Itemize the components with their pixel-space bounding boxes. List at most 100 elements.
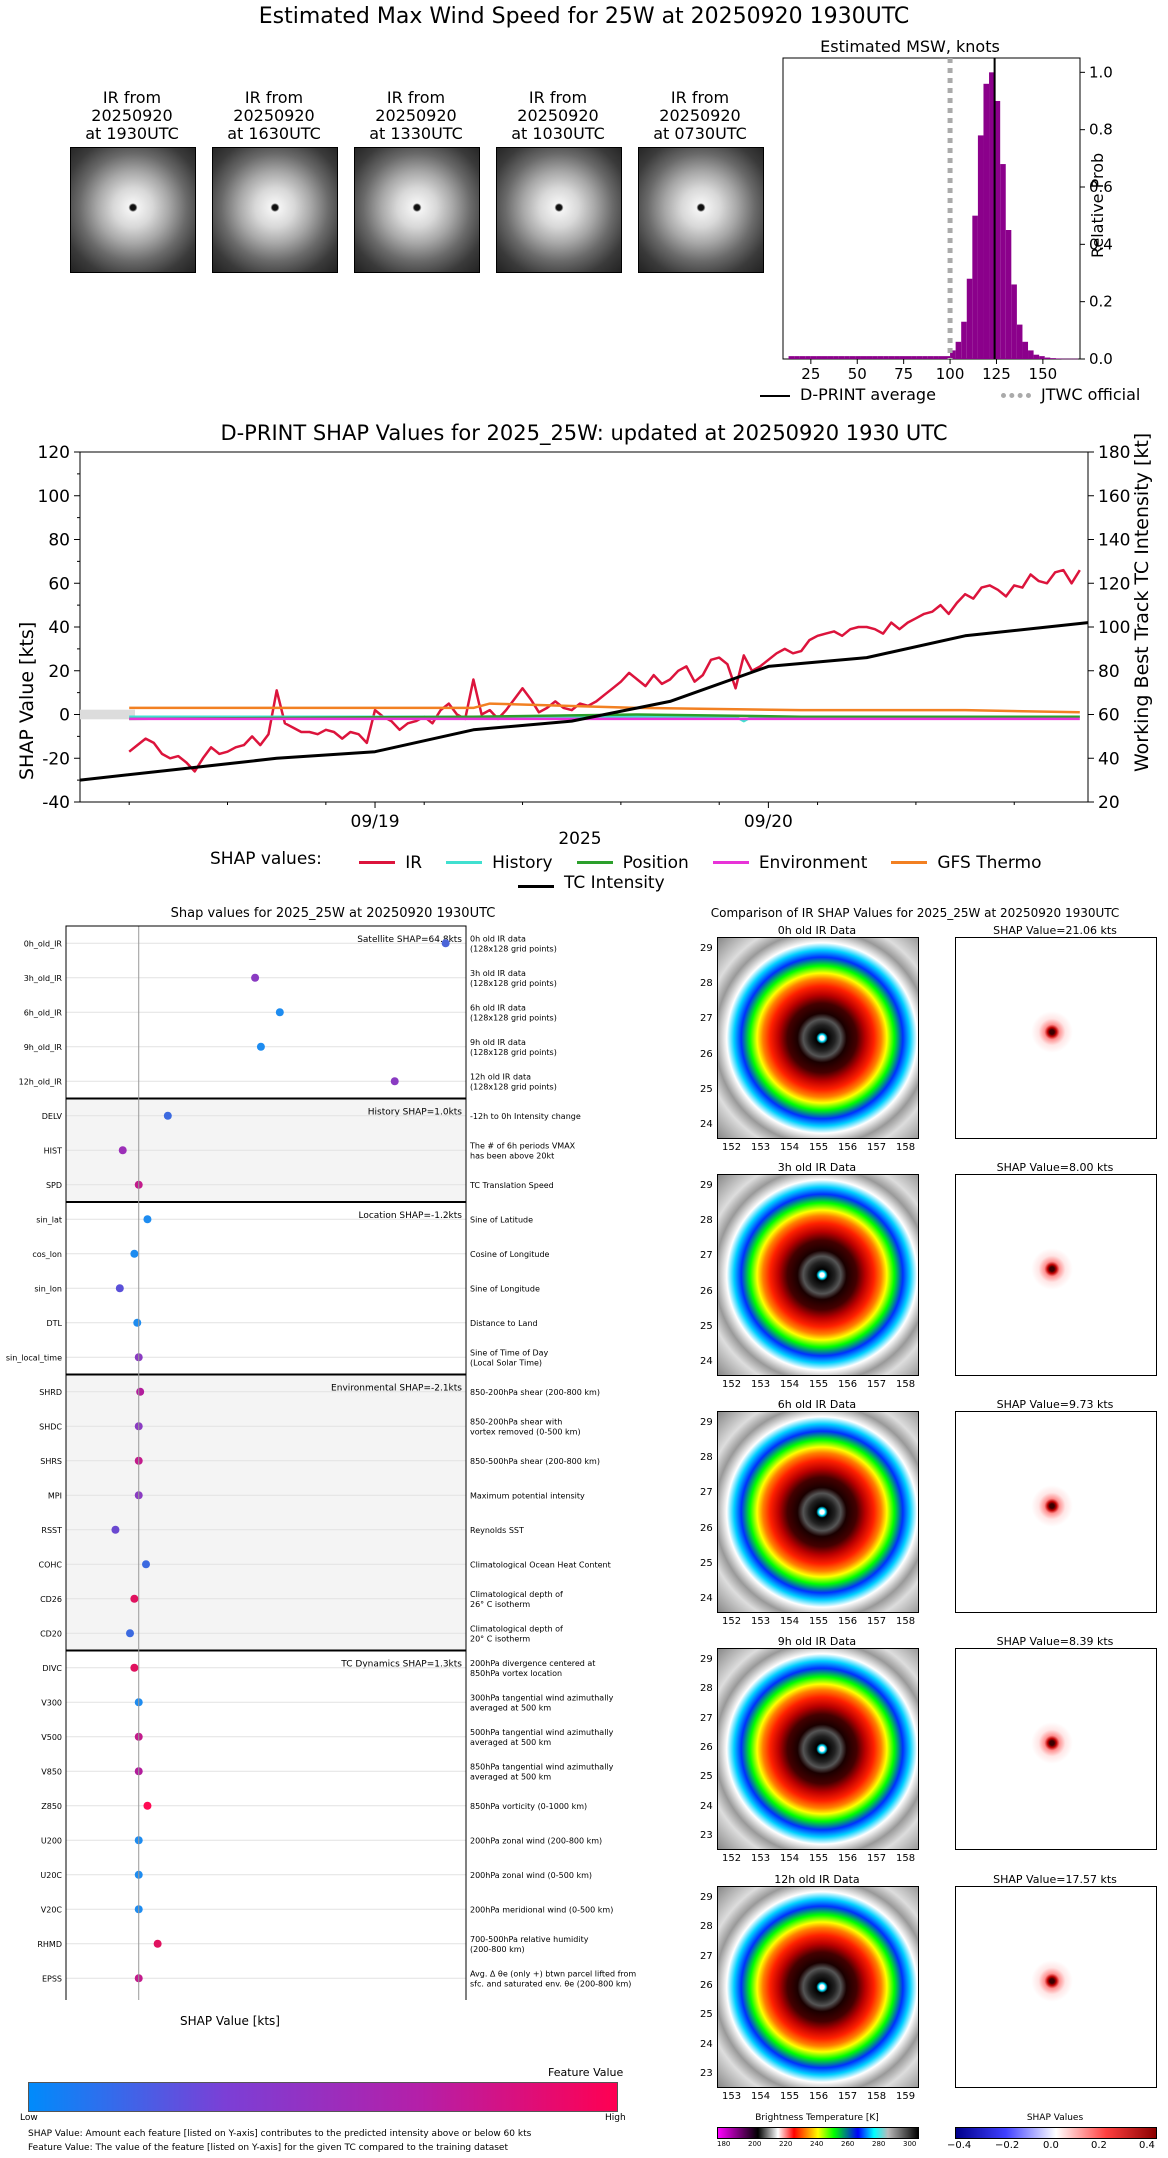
feature-name: DELV (42, 1112, 63, 1121)
hist-bar (838, 356, 845, 359)
ir-data-image (717, 1886, 919, 2088)
tc-intensity-label: TC Intensity (564, 873, 665, 893)
hist-bar (905, 356, 912, 359)
feature-name: sin_lon (34, 1284, 62, 1293)
feature-desc: Climatological Ocean Heat Content (470, 1560, 611, 1569)
shap-panel-title: SHAP Value=21.06 kts (993, 924, 1117, 937)
hist-bar (1011, 284, 1017, 359)
shap-heatmap-image (955, 1411, 1157, 1613)
ts-ylabel-right: Working Best Track TC Intensity [kt] (1131, 432, 1153, 772)
ir-ytick-label: 25 (700, 2009, 713, 2021)
feature-shap-dot (275, 1008, 284, 1017)
feature-desc: Reynolds SST (470, 1526, 524, 1535)
hist-bar (1022, 341, 1029, 359)
ir-xtick-label: 152 (722, 1616, 742, 1627)
shap-heatmap-image (955, 1174, 1157, 1376)
ir-ytick-label: 24 (700, 1356, 713, 1367)
ir-xtick-label: 155 (809, 1379, 829, 1390)
ir-ytick-label: 29 (700, 943, 713, 954)
feature-desc: 500hPa tangential wind azimuthally (470, 1728, 614, 1737)
ts-xtick-label: 09/20 (744, 812, 793, 832)
hist-bar (849, 356, 856, 359)
ir-ytick-label: 27 (700, 1487, 713, 1499)
hist-xtick-label: 150 (1029, 365, 1058, 383)
feature-name: CD20 (40, 1629, 62, 1638)
series-line-ir (128, 568, 1081, 773)
ir-ytick-label: 27 (700, 1250, 713, 1262)
hist-bar (1016, 324, 1023, 359)
hist-bar (938, 356, 945, 359)
ir-ytick-label: 29 (700, 1654, 713, 1665)
ir-panel-title: 9h old IR Data (777, 1635, 857, 1648)
ir-thumb-caption-line: IR from (244, 88, 304, 107)
feature-name: CD26 (40, 1595, 62, 1604)
bt-tick-label: 260 (841, 2140, 855, 2148)
ts-right-tick-label: 120 (1098, 574, 1130, 594)
series-line-gfs-thermo (129, 702, 1080, 714)
ir-ytick-label: 28 (700, 1452, 713, 1464)
ts-left-tick-label: -20 (42, 749, 70, 769)
feature-desc: sfc. and saturated env. θe (200-800 km) (470, 1979, 631, 1988)
msw-histogram: 25 50 75 100 125 150 0.0 0.2 0.4 0.6 0.8 1.0 (782, 57, 1113, 383)
group-background (66, 1650, 466, 2000)
ir-xtick-label: 158 (896, 1379, 916, 1390)
ir-ytick-label: 26 (700, 1048, 713, 1060)
ir-ytick-label: 25 (700, 1771, 713, 1783)
shap-feature-chart: Satellite SHAP=64.8kts 0h_old_IR 0h old IR… (6, 925, 636, 2000)
hist-bar (966, 278, 973, 359)
ts-legend-swatch (712, 861, 749, 864)
ts-legend: SHAP values: IR History Position Environmen… (210, 849, 1054, 873)
ts-legend-item: Environment (712, 853, 867, 873)
hist-bar (1067, 358, 1073, 360)
ts-xtick-label: 09/19 (351, 812, 400, 832)
ts-legend-swatch (891, 861, 928, 864)
hist-bar (961, 321, 967, 359)
group-label: History SHAP=1.0kts (368, 1108, 463, 1118)
feature-shap-dot (251, 973, 260, 982)
hist-legend: D-PRINT average JTWC official (760, 385, 1140, 404)
ir-xtick-label: 157 (838, 2091, 858, 2102)
feature-value-colorbar (28, 2082, 618, 2112)
ir-compare-title: Comparison of IR SHAP Values for 2025_25… (710, 906, 1120, 920)
ir-xtick-label: 155 (780, 2091, 800, 2102)
ir-thumb-caption-line: IR from (386, 88, 446, 107)
feature-name: V20C (41, 1905, 63, 1914)
ir-ytick-label: 24 (700, 2038, 713, 2050)
feature-desc: has been above 20kt (470, 1151, 554, 1160)
ir-ytick-label: 25 (700, 1320, 713, 1332)
ts-legend-swatch (446, 861, 483, 864)
ir-xtick-label: 153 (751, 1616, 771, 1627)
ts-legend-item: GFS Thermo (891, 852, 1042, 873)
ts-left-tick-label: 20 (48, 662, 70, 682)
ir-ytick-label: 23 (700, 1830, 713, 1841)
colorbar-high: High (605, 2113, 626, 2123)
hist-bar (977, 135, 984, 359)
ir-thumb-caption-line: at 0730UTC (653, 124, 747, 143)
ir-xtick-label: 158 (867, 2091, 887, 2102)
ir-ytick-label: 24 (700, 1119, 713, 1130)
feature-shap-dot (390, 1077, 399, 1086)
feature-desc: 850-200hPa shear (200-800 km) (470, 1388, 600, 1397)
group-label: Location SHAP=-1.2kts (358, 1211, 462, 1221)
ts-left-tick-label: 100 (38, 487, 70, 507)
ir-thumb-caption: IR from 20250920 at 1330UTC (351, 89, 481, 143)
feature-desc: 3h old IR data (470, 969, 526, 978)
ir-ytick-label: 28 (700, 978, 713, 990)
hist-bar (994, 101, 1001, 359)
feature-desc: 200hPa divergence centered at (470, 1659, 595, 1668)
ir-ytick-label: 26 (700, 1285, 713, 1297)
feature-name: Z850 (41, 1802, 62, 1811)
hist-bar (1044, 357, 1051, 359)
ir-xtick-label: 153 (751, 1853, 771, 1864)
feature-desc: 850hPa vorticity (0-1000 km) (470, 1802, 587, 1811)
ts-legend-item: History (446, 853, 553, 873)
feature-shap-dot (153, 1939, 162, 1948)
shap-heatmap-image (955, 937, 1157, 1139)
ts-legend-label: GFS Thermo (937, 852, 1042, 873)
feature-shap-dot (130, 1663, 139, 1672)
hist-bar (955, 341, 962, 359)
feature-desc: The # of 6h periods VMAX (469, 1141, 576, 1150)
feature-desc: 850hPa tangential wind azimuthally (470, 1762, 614, 1771)
ts-right-tick-label: 100 (1098, 618, 1130, 638)
ir-data-image (717, 937, 919, 1139)
